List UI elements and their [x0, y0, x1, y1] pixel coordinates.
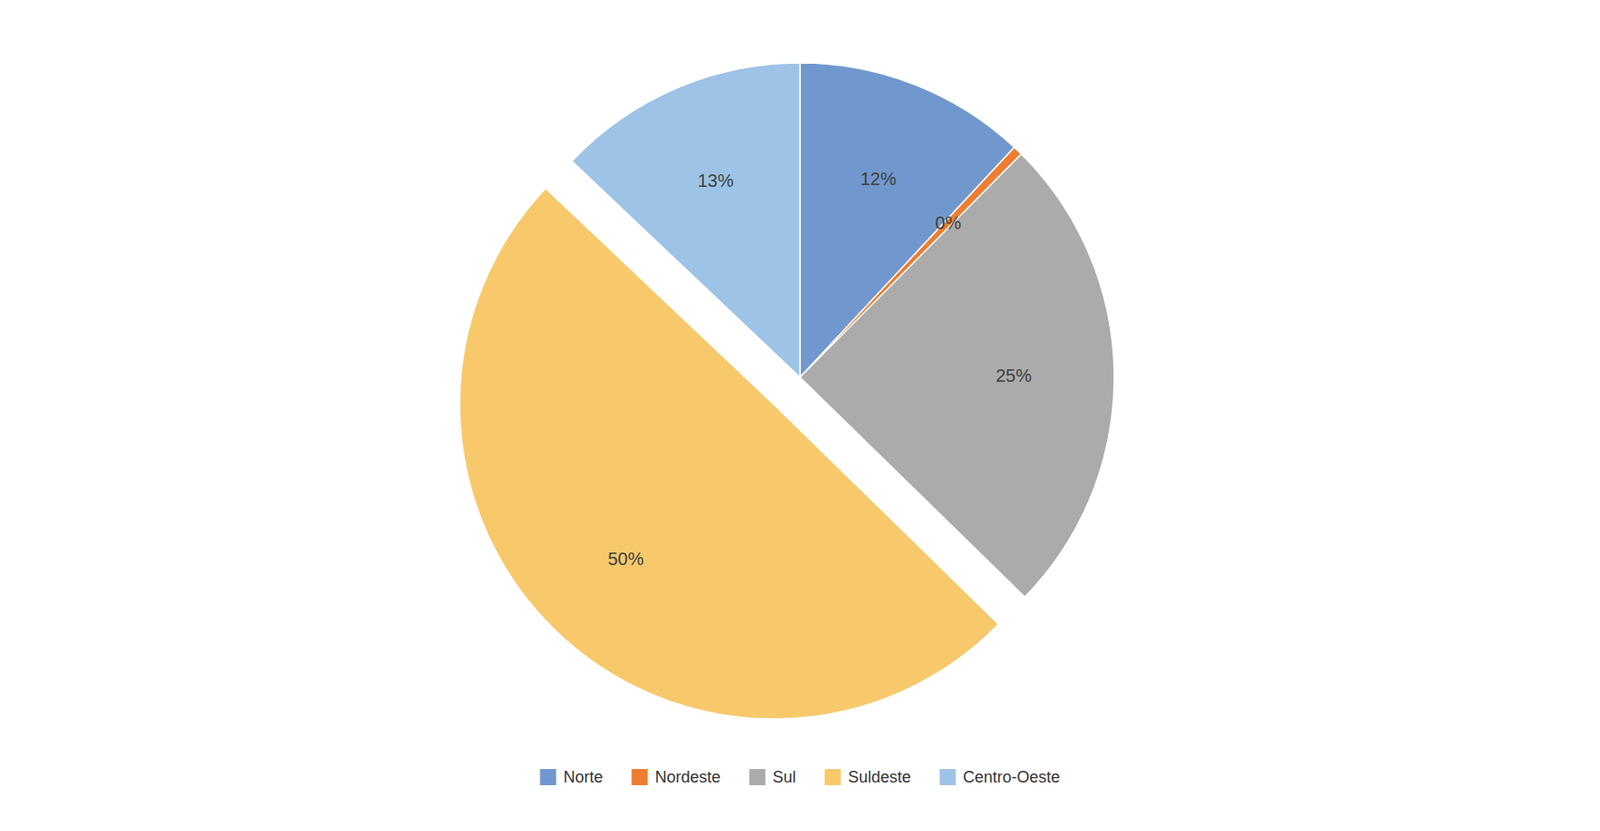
- legend-label: Sul: [772, 767, 796, 786]
- data-labels: 12% 0% 25% 50% 13%: [607, 168, 1032, 569]
- legend-label: Norte: [562, 767, 603, 786]
- data-label: 12%: [860, 168, 897, 189]
- legend-item: Nordeste: [631, 767, 721, 786]
- legend-item: Sul: [748, 767, 796, 786]
- legend-label: Suldeste: [847, 767, 911, 786]
- legend-swatch: [824, 768, 841, 785]
- wedges: [459, 62, 1115, 719]
- data-label: 0%: [935, 212, 962, 233]
- legend-item: Suldeste: [824, 767, 911, 786]
- legend: Norte Nordeste Sul Suldeste Centro-Oeste: [539, 767, 1060, 786]
- legend-swatch: [539, 768, 556, 785]
- legend-swatch: [748, 768, 765, 785]
- chart: 12% 0% 25% 50% 13% Norte Nordeste Sul Suldeste Ce…: [0, 0, 1600, 831]
- wedge: [571, 62, 800, 378]
- legend-swatch: [940, 768, 957, 785]
- legend-label: Nordeste: [654, 767, 721, 786]
- data-label: 25%: [995, 365, 1032, 386]
- legend-item: Centro-Oeste: [940, 767, 1061, 786]
- data-label: 13%: [697, 170, 734, 191]
- legend-label: Centro-Oeste: [963, 767, 1061, 786]
- legend-swatch: [631, 768, 648, 785]
- data-label: 50%: [607, 548, 644, 569]
- legend-item: Norte: [539, 767, 603, 786]
- background: [0, 0, 1600, 831]
